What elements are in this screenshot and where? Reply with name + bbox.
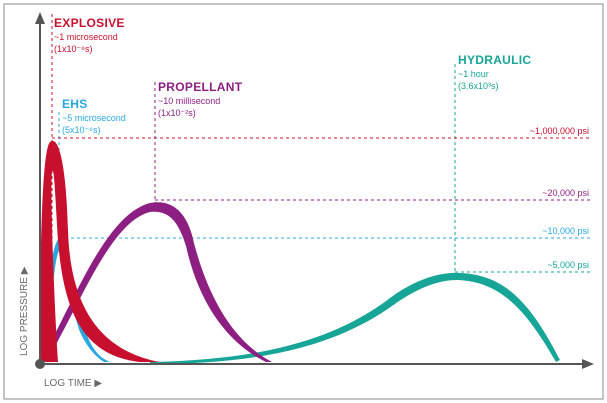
label-hydraulic-time: ~1 hour <box>458 69 489 79</box>
pressure-label-explosive: ~1,000,000 psi <box>530 126 589 136</box>
pressure-label-propellant: ~20,000 psi <box>542 188 589 198</box>
label-hydraulic: HYDRAULIC <box>458 53 531 67</box>
y-axis-arrow-icon <box>35 12 45 24</box>
label-propellant-time: ~10 millisecond <box>158 96 220 106</box>
label-explosive-time-value: (1x10⁻⁶s) <box>54 44 92 54</box>
axes <box>35 12 594 369</box>
label-propellant: PROPELLANT <box>158 80 243 94</box>
annotations: EXPLOSIVE ~1 microsecond (1x10⁻⁶s) EHS ~… <box>54 16 589 270</box>
curve-hydraulic <box>150 272 560 364</box>
pressure-label-ehs: ~10,000 psi <box>542 226 589 236</box>
curves <box>40 140 560 364</box>
label-hydraulic-time-value: (3.6x10³s) <box>458 81 499 91</box>
label-explosive-time: ~1 microsecond <box>54 32 118 42</box>
label-ehs: EHS <box>62 97 88 111</box>
label-propellant-time-value: (1x10⁻²s) <box>158 108 196 118</box>
x-axis-label: LOG TIME ▶ <box>44 378 102 389</box>
label-explosive: EXPLOSIVE <box>54 16 125 30</box>
y-axis-label: LOG PRESSURE ▶ <box>19 266 30 356</box>
curve-propellant <box>40 202 272 362</box>
curve-explosive <box>40 140 160 362</box>
x-axis-arrow-icon <box>582 359 594 369</box>
pressure-label-hydraulic: ~5,000 psi <box>547 260 589 270</box>
chart-border <box>3 3 604 400</box>
label-ehs-time: ~5 microsecond <box>62 113 126 123</box>
origin-dot <box>35 359 45 369</box>
label-ehs-time-value: (5x10⁻⁶s) <box>62 125 100 135</box>
